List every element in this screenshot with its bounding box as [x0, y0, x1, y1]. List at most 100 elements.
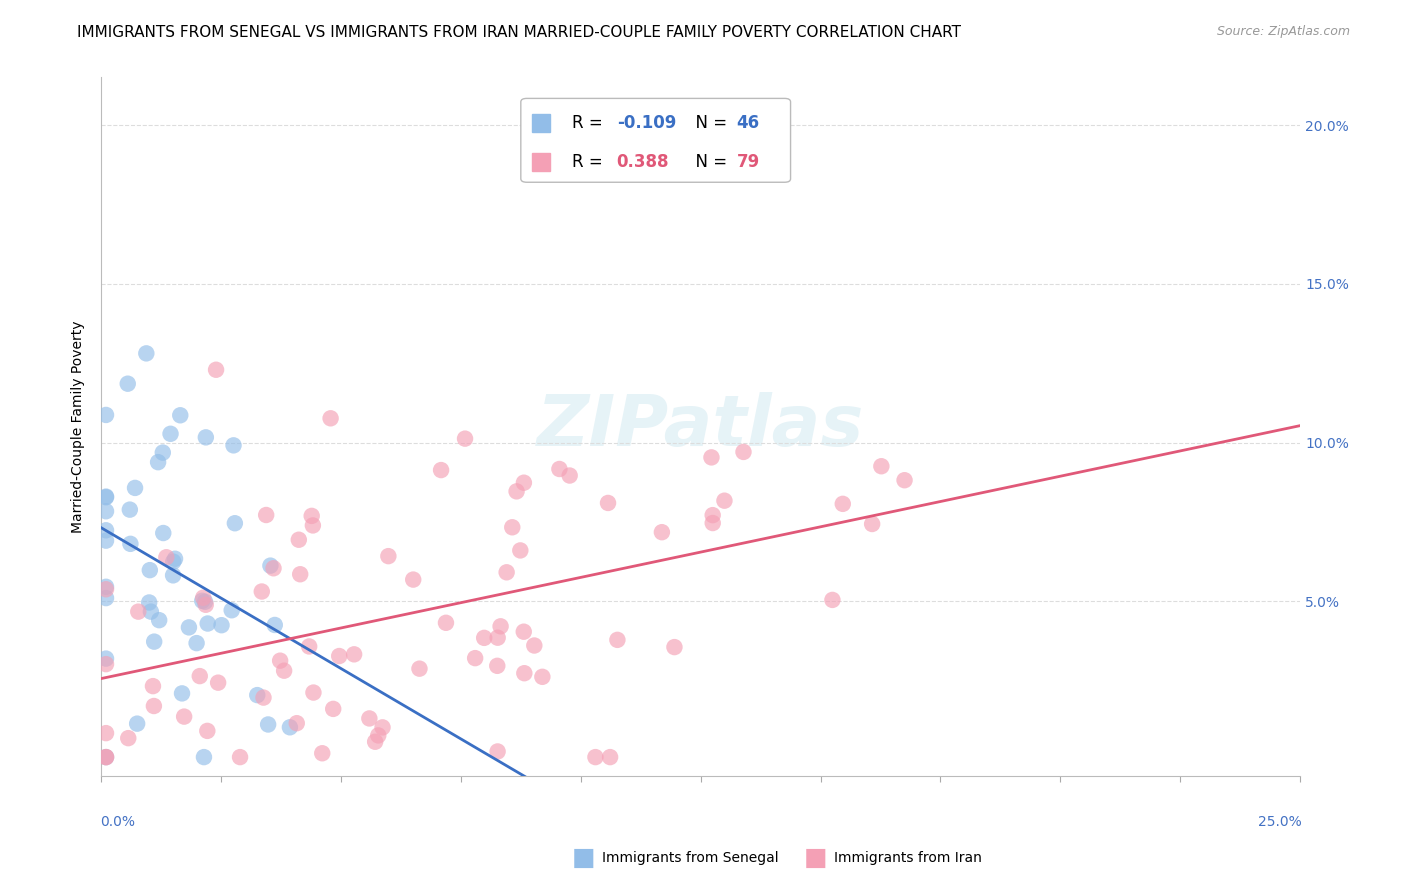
Point: [273, 664, 295, 678]
Point: [222, 438, 245, 452]
Point: [94, 591, 117, 606]
Y-axis label: Married-Couple Family Poverty: Married-Couple Family Poverty: [72, 320, 86, 533]
Point: [596, 496, 619, 510]
Text: Immigrants from Iran: Immigrants from Iran: [834, 851, 981, 865]
Point: [94, 657, 117, 672]
Point: [117, 376, 139, 391]
Text: N =: N =: [685, 114, 733, 132]
Point: [430, 463, 453, 477]
Point: [311, 746, 333, 760]
Point: [269, 654, 291, 668]
Point: [94, 726, 117, 740]
Point: [278, 720, 301, 734]
Point: [513, 624, 536, 639]
Point: [118, 502, 141, 516]
Point: [139, 563, 162, 577]
Point: [454, 432, 477, 446]
Point: [464, 651, 486, 665]
Point: [224, 516, 246, 531]
Point: [472, 631, 495, 645]
Point: [194, 430, 217, 444]
Point: [664, 640, 686, 654]
Point: [513, 666, 536, 681]
Point: [162, 555, 184, 569]
Point: [371, 720, 394, 734]
Point: [893, 473, 915, 487]
Point: [523, 639, 546, 653]
Point: [94, 490, 117, 504]
Point: [152, 445, 174, 459]
Text: ■: ■: [804, 847, 827, 870]
Point: [531, 670, 554, 684]
Point: [599, 750, 621, 764]
Point: [135, 346, 157, 360]
Point: [127, 605, 149, 619]
Point: [142, 698, 165, 713]
Point: [254, 508, 277, 522]
Point: [195, 723, 218, 738]
Text: 0.0%: 0.0%: [100, 814, 135, 829]
Point: [127, 716, 149, 731]
Point: [138, 595, 160, 609]
Point: [263, 561, 285, 575]
Point: [229, 750, 252, 764]
Point: [211, 618, 233, 632]
Point: [870, 459, 893, 474]
Text: 46: 46: [737, 114, 759, 132]
Point: [702, 508, 724, 523]
Point: [364, 735, 387, 749]
Point: [94, 533, 117, 548]
Point: [173, 709, 195, 723]
Point: [252, 690, 274, 705]
Point: [702, 516, 724, 530]
Point: [205, 363, 228, 377]
Text: ■: ■: [572, 847, 595, 870]
Point: [163, 551, 186, 566]
Point: [170, 686, 193, 700]
Point: [117, 731, 139, 746]
Point: [821, 593, 844, 607]
Point: [343, 648, 366, 662]
Point: [288, 533, 311, 547]
Point: [257, 717, 280, 731]
Point: [298, 640, 321, 654]
Point: [186, 636, 208, 650]
Point: [733, 445, 755, 459]
Point: [162, 568, 184, 582]
Point: [302, 685, 325, 699]
Point: [263, 618, 285, 632]
Text: IMMIGRANTS FROM SENEGAL VS IMMIGRANTS FROM IRAN MARRIED-COUPLE FAMILY POVERTY CO: IMMIGRANTS FROM SENEGAL VS IMMIGRANTS FR…: [77, 25, 962, 40]
Point: [558, 468, 581, 483]
Point: [259, 558, 281, 573]
Text: Source: ZipAtlas.com: Source: ZipAtlas.com: [1216, 25, 1350, 38]
Point: [606, 632, 628, 647]
Point: [221, 603, 243, 617]
Point: [367, 728, 389, 742]
Point: [860, 516, 883, 531]
Point: [486, 658, 509, 673]
Point: [139, 605, 162, 619]
Point: [495, 566, 517, 580]
Point: [177, 620, 200, 634]
Point: [246, 688, 269, 702]
Point: [148, 613, 170, 627]
Text: N =: N =: [685, 153, 733, 171]
Point: [700, 450, 723, 465]
Point: [377, 549, 399, 563]
Point: [713, 493, 735, 508]
Point: [486, 631, 509, 645]
Point: [152, 526, 174, 541]
Point: [142, 679, 165, 693]
Point: [583, 750, 606, 764]
Point: [402, 573, 425, 587]
Point: [193, 591, 215, 605]
Point: [94, 490, 117, 504]
Point: [155, 550, 177, 565]
Point: [290, 567, 312, 582]
Point: [169, 409, 191, 423]
Point: [408, 662, 430, 676]
Point: [301, 508, 323, 523]
Text: R =: R =: [572, 114, 609, 132]
Point: [359, 711, 381, 725]
Text: -0.109: -0.109: [617, 114, 676, 132]
